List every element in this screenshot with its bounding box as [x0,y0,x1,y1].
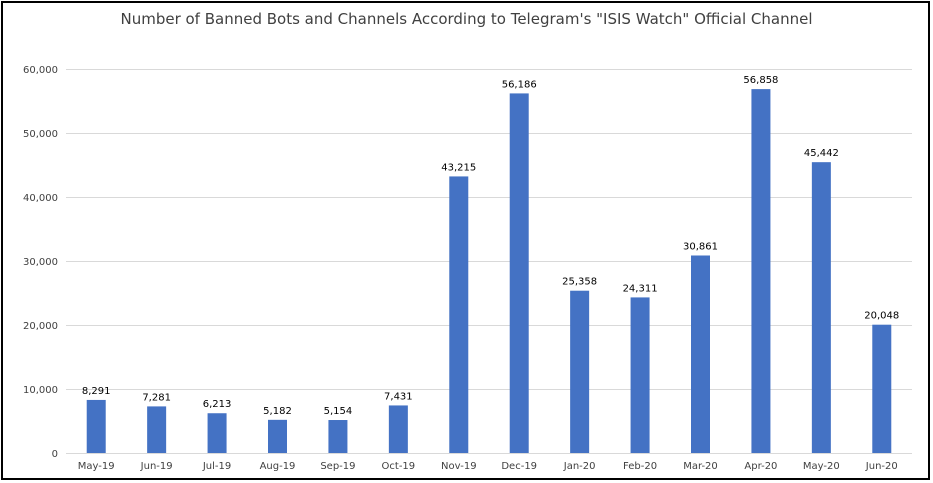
bar [751,89,771,454]
bar [147,406,167,453]
x-tick-label: Jun-20 [865,461,898,472]
x-tick-label: Oct-19 [382,461,416,472]
x-axis-ticks: May-19 Jun-19 Jul-19 Aug-19 Sep-19 Oct-19 Nov-… [78,461,898,472]
x-tick-label: Mar-20 [683,461,718,472]
x-tick-label: Jan-20 [563,461,596,472]
y-tick-label: 50,000 [23,129,58,140]
data-label: 7,281 [142,392,171,403]
y-tick-label: 0 [52,449,58,460]
x-tick-label: Nov-19 [441,461,477,472]
chart-title: Number of Banned Bots and Channels Accor… [120,10,813,28]
y-tick-label: 10,000 [23,385,58,396]
x-tick-label: Aug-19 [260,461,296,472]
data-label: 24,311 [623,283,658,294]
x-tick-label: Jun-19 [140,461,173,472]
bar [86,399,106,453]
data-label: 6,213 [203,399,232,410]
x-tick-label: Apr-20 [744,461,777,472]
bar [691,255,710,453]
bar [872,324,892,453]
x-tick-label: Sep-19 [320,461,355,472]
data-label: 7,431 [384,391,413,402]
data-label: 43,215 [441,162,476,173]
bar [268,419,287,453]
y-tick-label: 40,000 [23,193,58,204]
data-label: 56,858 [743,75,778,86]
x-tick-label: Jul-19 [202,461,231,472]
data-label: 30,861 [683,241,718,252]
bar [811,162,831,453]
data-label: 5,182 [263,406,292,417]
data-labels: 8,291 7,281 6,213 5,182 5,154 7,431 43,215 56,1… [82,75,899,417]
x-tick-label: Dec-19 [501,461,537,472]
gridlines [66,69,912,454]
y-tick-label: 30,000 [23,257,58,268]
data-label: 5,154 [324,406,353,417]
bar [207,413,227,453]
bar [328,420,348,453]
bar [570,290,590,453]
bar [630,297,650,453]
y-tick-label: 60,000 [23,65,58,76]
data-label: 56,186 [502,79,537,90]
data-label: 20,048 [864,311,899,322]
x-tick-label: May-20 [803,461,840,472]
data-label: 45,442 [804,148,839,159]
data-label: 25,358 [562,277,597,288]
bars [86,89,892,454]
y-axis-ticks: 0 10,000 20,000 30,000 40,000 50,000 60,000 [23,65,58,460]
bar [388,405,408,453]
y-tick-label: 20,000 [23,321,58,332]
bar [509,93,529,453]
x-tick-label: May-19 [78,461,115,472]
bar [449,176,469,453]
data-label: 8,291 [82,386,111,397]
x-tick-label: Feb-20 [623,461,657,472]
